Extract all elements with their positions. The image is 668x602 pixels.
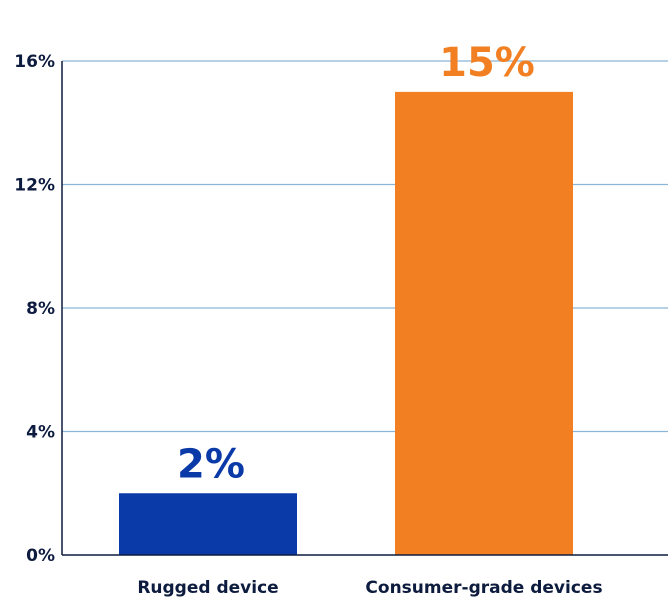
bars	[119, 91, 573, 555]
bar	[395, 91, 573, 555]
y-tick-label: 12%	[14, 176, 55, 196]
labels: 0% 4% 8% 12% 16% 2% Rugged device 15% Consumer-g…	[14, 40, 602, 598]
x-category-label: Rugged device	[137, 578, 278, 598]
x-category-label: Consumer-grade devices	[365, 578, 602, 598]
bar	[119, 493, 297, 555]
y-tick-label: 16%	[14, 52, 55, 72]
gridlines	[62, 60, 668, 433]
bar-data-label: 15%	[439, 40, 535, 86]
axes	[61, 61, 668, 556]
y-tick-label: 8%	[26, 299, 55, 319]
y-tick-label: 4%	[26, 423, 55, 443]
bar-data-label: 2%	[177, 441, 245, 487]
y-tick-label: 0%	[26, 546, 55, 566]
